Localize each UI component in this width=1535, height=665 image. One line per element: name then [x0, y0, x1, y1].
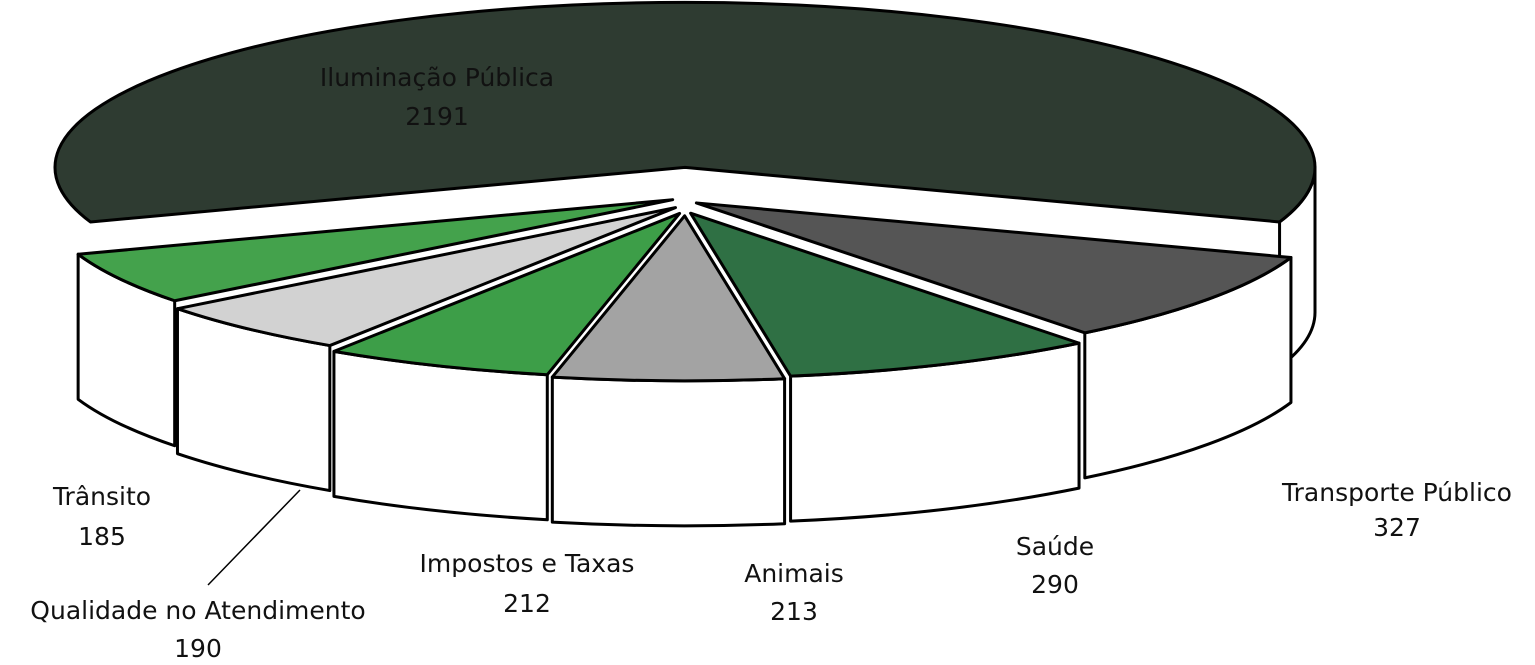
- slice-value: 185: [78, 522, 126, 551]
- slice-side-animais: [550, 375, 787, 528]
- slice-value: 190: [174, 634, 222, 663]
- slice-animais: [550, 214, 787, 383]
- slice-iluminacao-publica: [53, 0, 1317, 224]
- slice-value: 213: [770, 597, 818, 626]
- pie-sides: [53, 0, 1317, 528]
- slice-qualidade-no-atendimento: [175, 206, 677, 348]
- slice-side-impostos-e-taxas: [332, 349, 549, 522]
- slice-value: 327: [1373, 513, 1421, 542]
- slice-impostos-e-taxas: [332, 211, 682, 377]
- label-iluminacao-publica: Iluminação Pública 2191: [320, 63, 554, 131]
- label-qualidade-no-atendimento: Qualidade no Atendimento 190: [30, 596, 365, 663]
- slice-saude: [689, 211, 1081, 378]
- slice-label: Qualidade no Atendimento: [30, 596, 365, 625]
- label-transito: Trânsito 185: [52, 482, 151, 551]
- slice-transporte-publico: [694, 201, 1293, 335]
- slice-value: 2191: [405, 102, 469, 131]
- label-impostos-e-taxas: Impostos e Taxas 212: [420, 549, 635, 618]
- slice-value: 290: [1031, 570, 1079, 599]
- slice-transito: [76, 198, 675, 303]
- slice-label: Animais: [744, 559, 844, 588]
- slice-label: Iluminação Pública: [320, 63, 554, 92]
- slice-value: 212: [503, 589, 551, 618]
- label-transporte-publico: Transporte Público 327: [1281, 478, 1512, 542]
- slice-label: Impostos e Taxas: [420, 549, 635, 578]
- label-saude: Saúde 290: [1016, 532, 1094, 599]
- slice-label: Transporte Público: [1281, 478, 1512, 507]
- leader-line-qualidade: [207, 489, 301, 586]
- slice-label: Trânsito: [52, 482, 151, 511]
- label-animais: Animais 213: [744, 559, 844, 626]
- slice-label: Saúde: [1016, 532, 1094, 561]
